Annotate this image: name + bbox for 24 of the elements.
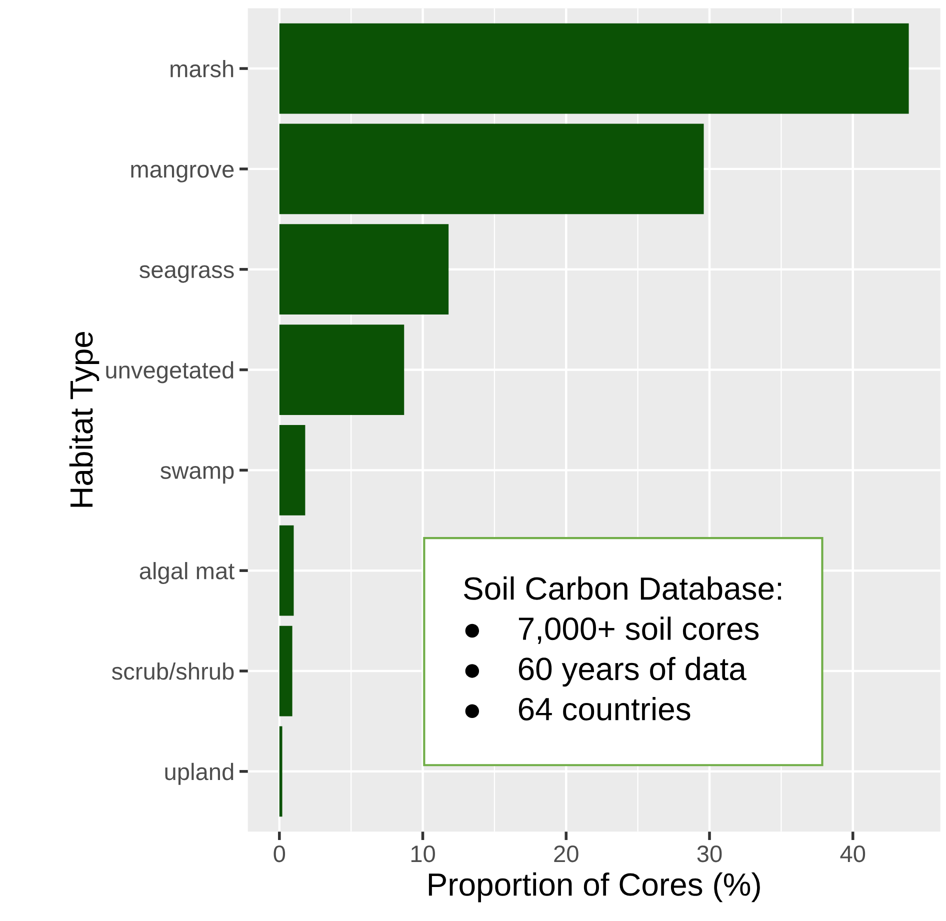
y-tick-label: upland bbox=[165, 762, 234, 785]
bar bbox=[279, 626, 292, 716]
bar bbox=[279, 23, 909, 114]
annotation: Soil Carbon Database: ● 7,000+ soil cores ● 60 years of data ● 64 countries bbox=[464, 576, 782, 720]
y-tick-label: unvegetated bbox=[106, 361, 234, 384]
bar bbox=[279, 224, 449, 315]
y-tick-label: mangrove bbox=[131, 164, 234, 182]
x-tick-label: 40 bbox=[840, 845, 866, 862]
bar bbox=[279, 324, 404, 415]
y-tick-label: swamp bbox=[160, 466, 234, 484]
x-axis-title: Proportion of Cores (%) bbox=[428, 872, 760, 902]
x-tick-label: 20 bbox=[554, 845, 578, 862]
y-tick-label: marsh bbox=[170, 60, 234, 78]
x-tick-label: 30 bbox=[697, 845, 722, 862]
bar bbox=[279, 525, 294, 616]
bar bbox=[279, 124, 704, 214]
y-tick-label: algal mat bbox=[140, 562, 234, 584]
y-tick-label: seagrass bbox=[140, 265, 234, 283]
x-tick-label: 10 bbox=[411, 845, 435, 862]
y-axis-title: Habitat Type bbox=[69, 332, 100, 507]
bar bbox=[279, 726, 282, 817]
y-tick-label: scrub/shrub bbox=[112, 662, 234, 680]
bar bbox=[279, 424, 306, 516]
x-tick-label: 0 bbox=[274, 845, 286, 862]
